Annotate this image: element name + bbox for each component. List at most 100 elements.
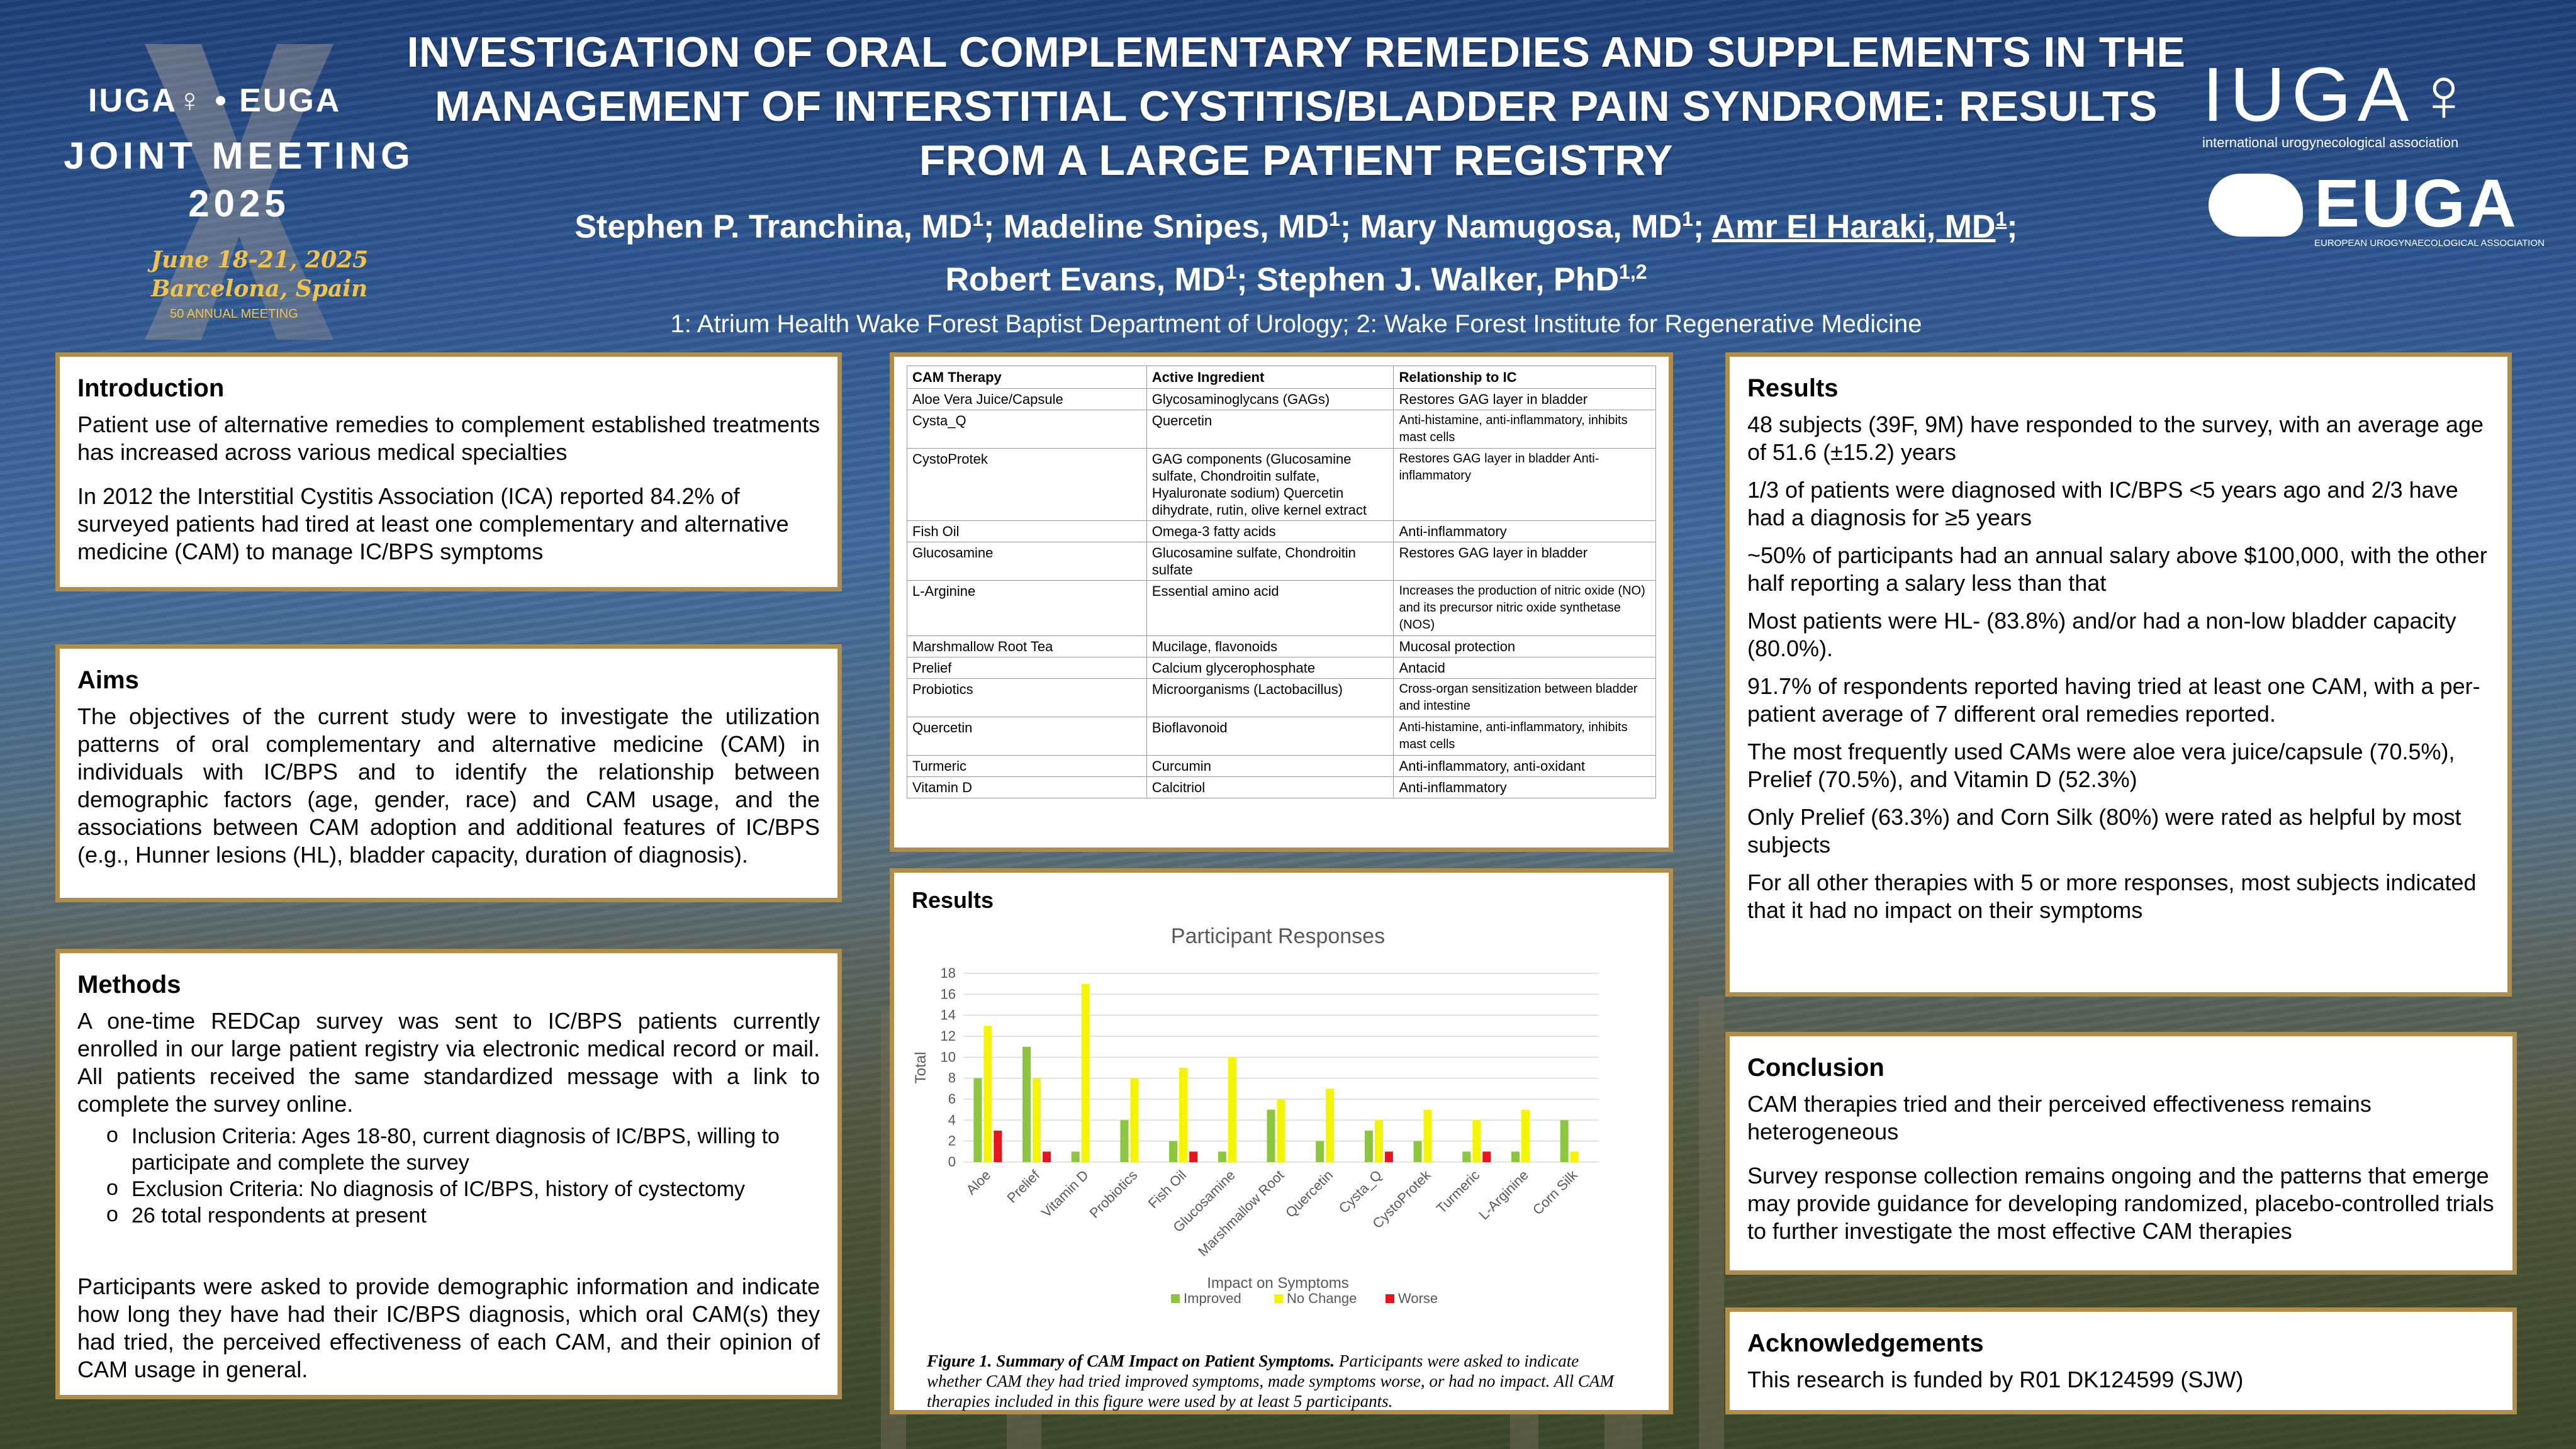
results-list: 48 subjects (39F, 9M) have responded to … (1747, 411, 2490, 924)
bar-improved (1511, 1151, 1520, 1162)
cam-therapy-cell: CystoProtek (907, 448, 1147, 521)
x-axis-label: Impact on Symptoms (1207, 1275, 1348, 1292)
cam-therapy-cell: Vitamin D (907, 776, 1147, 798)
methods-panel: Methods A one-time REDCap survey was sen… (55, 949, 842, 1399)
y-tick-label: 4 (948, 1112, 956, 1127)
introduction-heading: Introduction (77, 374, 225, 402)
author-list: Stephen P. Tranchina, MD1; Madeline Snip… (403, 196, 2190, 303)
results-item: 48 subjects (39F, 9M) have responded to … (1747, 411, 2484, 465)
legend-label: Improved (1184, 1290, 1241, 1306)
bar-improved (1218, 1151, 1226, 1162)
x-tick-label: Vitamin D (1038, 1167, 1092, 1221)
y-tick-label: 2 (948, 1133, 956, 1149)
author-affiliation-mark: 1,2 (1619, 260, 1647, 284)
column-header: CAM Therapy (907, 366, 1147, 389)
y-tick-label: 6 (948, 1091, 956, 1107)
methods-paragraph-1: A one-time REDCap survey was sent to IC/… (77, 1008, 820, 1117)
table-row: Cysta_Q Quercetin Anti-histamine, anti-inf… (907, 410, 1656, 449)
active-ingredient-cell: Glycosaminoglycans (GAGs) (1146, 388, 1394, 410)
bar-no-change (1277, 1099, 1285, 1162)
bar-improved (1169, 1141, 1178, 1162)
bar-worse (1189, 1151, 1198, 1162)
bar-no-change (1472, 1120, 1481, 1162)
bar-worse (1482, 1151, 1491, 1162)
aims-paragraph: The objectives of the current study were… (77, 703, 820, 868)
author-affiliation-mark: 1 (1329, 208, 1340, 230)
y-tick-label: 0 (948, 1154, 956, 1170)
relationship-cell: Cross-organ sensitization between bladde… (1393, 678, 1656, 717)
x-tick-label: Corn Silk (1530, 1166, 1581, 1217)
bar-no-change (1130, 1078, 1139, 1162)
legend-label: Worse (1398, 1290, 1438, 1306)
bar-no-change (1521, 1109, 1530, 1162)
legend-swatch (1274, 1294, 1283, 1303)
euga-logo-text: EUGA (2314, 165, 2519, 241)
y-tick-label: 12 (941, 1028, 956, 1044)
active-ingredient-cell: Calcitriol (1146, 776, 1394, 798)
bar-improved (1462, 1151, 1471, 1162)
list-item: Exclusion Criteria: No diagnosis of IC/B… (106, 1175, 820, 1202)
methods-heading: Methods (77, 971, 181, 999)
table-header-row: CAM Therapy Active Ingredient Relationsh… (907, 366, 1656, 389)
results-item: 91.7% of respondents reported having tri… (1747, 673, 2480, 727)
affiliations: 1: Atrium Health Wake Forest Baptist Dep… (670, 310, 1922, 338)
introduction-paragraph-1: Patient use of alternative remedies to c… (77, 411, 820, 465)
results-chart-panel: Results Participant Responses 0 2 4 6 8 10 12 14… (890, 868, 1673, 1414)
conclusion-item-2: Survey response collection remains ongoi… (1747, 1163, 2494, 1244)
bar-improved (1120, 1120, 1129, 1162)
relationship-cell: Restores GAG layer in bladder (1393, 542, 1656, 581)
bar-worse (1043, 1151, 1051, 1162)
acknowledgements-heading: Acknowledgements (1747, 1329, 1984, 1357)
cam-table-body: Aloe Vera Juice/Capsule Glycosaminoglycan… (907, 388, 1656, 798)
active-ingredient-cell: GAG components (Glucosamine sulfate, Cho… (1146, 448, 1394, 521)
legend-label: No Change (1287, 1290, 1357, 1306)
bar-no-change (1228, 1057, 1236, 1162)
author-affiliation-mark: 1 (972, 208, 984, 230)
meeting-name: JOINT MEETING 2025 (63, 132, 415, 228)
author-separator: ; (1693, 208, 1712, 245)
cam-therapy-cell: Prelief (907, 657, 1147, 679)
bar-no-change (1033, 1078, 1041, 1162)
meeting-dates: June 18-21, 2025 Barcelona, Spain (151, 245, 368, 303)
bar-improved (1413, 1141, 1422, 1162)
author-separator: ; (983, 208, 1004, 245)
author-name: Robert Evans, MD (945, 261, 1226, 298)
y-tick-label: 14 (941, 1007, 956, 1023)
cam-therapy-cell: Probiotics (907, 678, 1147, 717)
cam-therapy-cell: Turmeric (907, 755, 1147, 777)
poster-header: INVESTIGATION OF ORAL COMPLEMENTARY REME… (403, 25, 2190, 342)
table-row: Quercetin Bioflavonoid Anti-histamine, ant… (907, 717, 1656, 756)
bar-improved (1071, 1151, 1080, 1162)
list-item: 26 total respondents at present (106, 1201, 820, 1229)
bar-improved (1022, 1046, 1031, 1162)
aims-panel: Aims The objectives of the current study… (55, 644, 842, 902)
x-tick-label: Cysta_Q (1336, 1167, 1385, 1216)
author-affiliation-mark: 1 (1995, 208, 2007, 230)
results-item: 1/3 of patients were diagnosed with IC/B… (1747, 477, 2458, 530)
author-name: Amr El Haraki, MD (1711, 208, 1996, 245)
results-item: The most frequently used CAMs were aloe … (1747, 739, 2455, 792)
relationship-cell: Anti-inflammatory (1393, 520, 1656, 542)
table-row: Prelief Calcium glycerophosphate Antacid (907, 657, 1656, 679)
cam-table-panel: CAM Therapy Active Ingredient Relationsh… (890, 352, 1673, 852)
active-ingredient-cell: Bioflavonoid (1146, 717, 1394, 756)
column-header: Active Ingredient (1146, 366, 1394, 389)
bar-no-change (1374, 1120, 1383, 1162)
conclusion-heading: Conclusion (1747, 1054, 1884, 1082)
cam-therapy-cell: L-Arginine (907, 580, 1147, 636)
active-ingredient-cell: Microorganisms (Lactobacillus) (1146, 678, 1394, 717)
relationship-cell: Antacid (1393, 657, 1656, 679)
relationship-cell: Restores GAG layer in bladder (1393, 388, 1656, 410)
active-ingredient-cell: Curcumin (1146, 755, 1394, 777)
x-tick-label: Turmeric (1433, 1167, 1482, 1216)
bar-no-change (1570, 1151, 1579, 1162)
results-item: ~50% of participants had an annual salar… (1747, 542, 2487, 596)
relationship-cell: Anti-histamine, anti-inflammatory, inhib… (1393, 717, 1656, 756)
x-tick-label: Aloe (963, 1167, 994, 1198)
introduction-panel: Introduction Patient use of alternative … (55, 352, 842, 591)
author-name: Mary Namugosa, MD (1360, 208, 1683, 245)
author-separator: ; (2007, 208, 2018, 245)
y-tick-label: 10 (941, 1049, 956, 1065)
x-tick-label: Quercetin (1282, 1167, 1336, 1221)
relationship-cell: Anti-inflammatory, anti-oxidant (1393, 755, 1656, 777)
